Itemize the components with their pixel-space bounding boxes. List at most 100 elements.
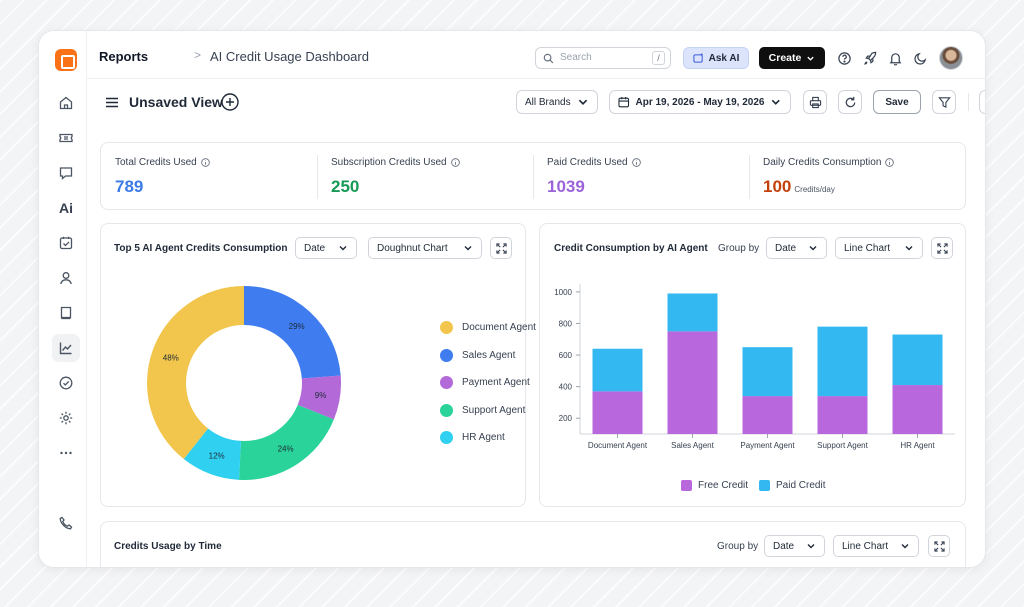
- phone-icon: [59, 516, 73, 530]
- app-window: Ai Reports > AI Credit Usage Dashboar: [38, 30, 986, 568]
- bar-segment-paid-credit[interactable]: [667, 293, 718, 332]
- legend-item[interactable]: HR Agent: [440, 431, 505, 444]
- sidebar-item-ai[interactable]: Ai: [52, 194, 80, 222]
- info-icon[interactable]: [450, 158, 460, 167]
- help-toolbar-button[interactable]: [979, 90, 985, 114]
- stat-daily-credits: Daily Credits Consumption 100 Credits/day: [749, 143, 965, 211]
- time-group-dropdown[interactable]: Date: [764, 535, 825, 557]
- save-label: Save: [885, 96, 909, 108]
- ask-ai-button[interactable]: Ask AI: [683, 47, 749, 69]
- stat-label: Total Credits Used: [115, 157, 197, 168]
- date-range-picker[interactable]: Apr 19, 2026 - May 19, 2026: [609, 90, 791, 114]
- legend-item[interactable]: Support Agent: [440, 403, 526, 417]
- notifications-button[interactable]: [886, 49, 904, 67]
- bar-chart-type-dropdown[interactable]: Line Chart: [835, 237, 923, 259]
- book-icon: [60, 306, 72, 320]
- donut-slice-document-agent[interactable]: [147, 286, 244, 460]
- bar-segment-paid-credit[interactable]: [892, 334, 943, 386]
- bar-expand-button[interactable]: [931, 237, 953, 259]
- create-button[interactable]: Create: [759, 47, 825, 69]
- search-placeholder: Search: [560, 52, 592, 63]
- sidebar-item-contacts[interactable]: [52, 264, 80, 292]
- legend-label: Support Agent: [462, 404, 526, 416]
- sidebar-item-approvals[interactable]: [52, 369, 80, 397]
- app-logo[interactable]: [55, 49, 77, 71]
- stat-label-wrap: Paid Credits Used: [547, 157, 641, 168]
- x-tick-label: Document Agent: [588, 441, 648, 450]
- add-view-icon[interactable]: [221, 93, 239, 111]
- sidebar-item-tickets[interactable]: [52, 124, 80, 152]
- bar-segment-paid-credit[interactable]: [817, 326, 868, 397]
- info-icon[interactable]: [200, 158, 210, 167]
- menu-icon[interactable]: [105, 97, 119, 108]
- sidebar-item-home[interactable]: [52, 89, 80, 117]
- top-bar: Reports > AI Credit Usage Dashboard Sear…: [87, 31, 985, 79]
- donut-slice-sales-agent[interactable]: [244, 286, 341, 379]
- bar-segment-paid-credit[interactable]: [742, 347, 793, 397]
- calendar-icon: [618, 97, 630, 108]
- sidebar-item-tasks[interactable]: [52, 229, 80, 257]
- save-button[interactable]: Save: [873, 90, 921, 114]
- brand-filter-dropdown[interactable]: All Brands: [516, 90, 598, 114]
- donut-slice-payment-agent[interactable]: [297, 375, 341, 420]
- home-icon: [59, 96, 73, 110]
- ask-ai-label: Ask AI: [708, 52, 740, 64]
- sidebar-item-chat[interactable]: [52, 159, 80, 187]
- sidebar-item-settings[interactable]: [52, 404, 80, 432]
- refresh-button[interactable]: [838, 90, 862, 114]
- chevron-down-icon: [772, 99, 781, 105]
- print-button[interactable]: [803, 90, 827, 114]
- stat-label: Paid Credits Used: [547, 157, 628, 168]
- bar-segment-free-credit[interactable]: [817, 396, 868, 434]
- chat-icon: [59, 167, 73, 180]
- user-icon: [60, 272, 72, 285]
- info-icon[interactable]: [885, 158, 895, 167]
- legend-item[interactable]: Payment Agent: [440, 376, 530, 389]
- sidebar-item-knowledge[interactable]: [52, 299, 80, 327]
- chevron-down-icon: [901, 544, 909, 549]
- expand-icon: [936, 242, 948, 254]
- legend-label: Free Credit: [698, 480, 749, 491]
- donut-slice-hr-agent[interactable]: [183, 428, 242, 480]
- legend-item[interactable]: Document Agent: [440, 321, 536, 334]
- legend-item[interactable]: Free Credit: [681, 480, 748, 491]
- bar-segment-free-credit[interactable]: [667, 331, 718, 434]
- bar-segment-free-credit[interactable]: [892, 385, 943, 434]
- sidebar-item-more[interactable]: [52, 439, 80, 467]
- legend-item[interactable]: Paid Credit: [759, 480, 825, 491]
- doughnut-chart-type-dropdown[interactable]: Doughnut Chart: [368, 237, 482, 259]
- doughnut-expand-button[interactable]: [490, 237, 512, 259]
- time-chart-type-dropdown[interactable]: Line Chart: [833, 535, 919, 557]
- bar-segment-free-credit[interactable]: [742, 396, 793, 434]
- x-tick-label: HR Agent: [900, 441, 935, 450]
- legend-item[interactable]: Sales Agent: [440, 348, 515, 362]
- sidebar-item-phone[interactable]: [52, 509, 80, 537]
- theme-toggle[interactable]: [911, 49, 929, 67]
- info-icon[interactable]: [631, 158, 641, 167]
- bar-group-by-label: Group by: [718, 243, 760, 254]
- donut-slice-support-agent[interactable]: [239, 404, 334, 480]
- help-icon: [837, 51, 851, 65]
- search-shortcut-key: /: [652, 51, 665, 65]
- legend-label: HR Agent: [462, 432, 505, 443]
- search-input[interactable]: Search /: [535, 47, 671, 69]
- stat-divider: [317, 155, 318, 199]
- sidebar-item-reports[interactable]: [52, 334, 80, 362]
- stat-value-number: 1039: [547, 177, 585, 196]
- brand-filter-value: All Brands: [525, 96, 571, 108]
- time-expand-button[interactable]: [928, 535, 950, 557]
- bar-segment-paid-credit[interactable]: [592, 348, 643, 392]
- user-avatar[interactable]: [939, 46, 963, 70]
- filter-button[interactable]: [932, 90, 956, 114]
- donut-slice-label: 48%: [163, 354, 179, 363]
- ticket-icon: [59, 133, 73, 143]
- stat-total-credits: Total Credits Used 789: [101, 143, 317, 211]
- bar-group-dropdown[interactable]: Date: [766, 237, 827, 259]
- bar-segment-free-credit[interactable]: [592, 391, 643, 434]
- whats-new-button[interactable]: [861, 49, 879, 67]
- chevron-down-icon: [464, 246, 472, 251]
- chevron-down-icon: [339, 246, 347, 251]
- doughnut-group-dropdown[interactable]: Date: [295, 237, 357, 259]
- breadcrumb-reports[interactable]: Reports: [99, 49, 149, 64]
- help-button[interactable]: [835, 49, 853, 67]
